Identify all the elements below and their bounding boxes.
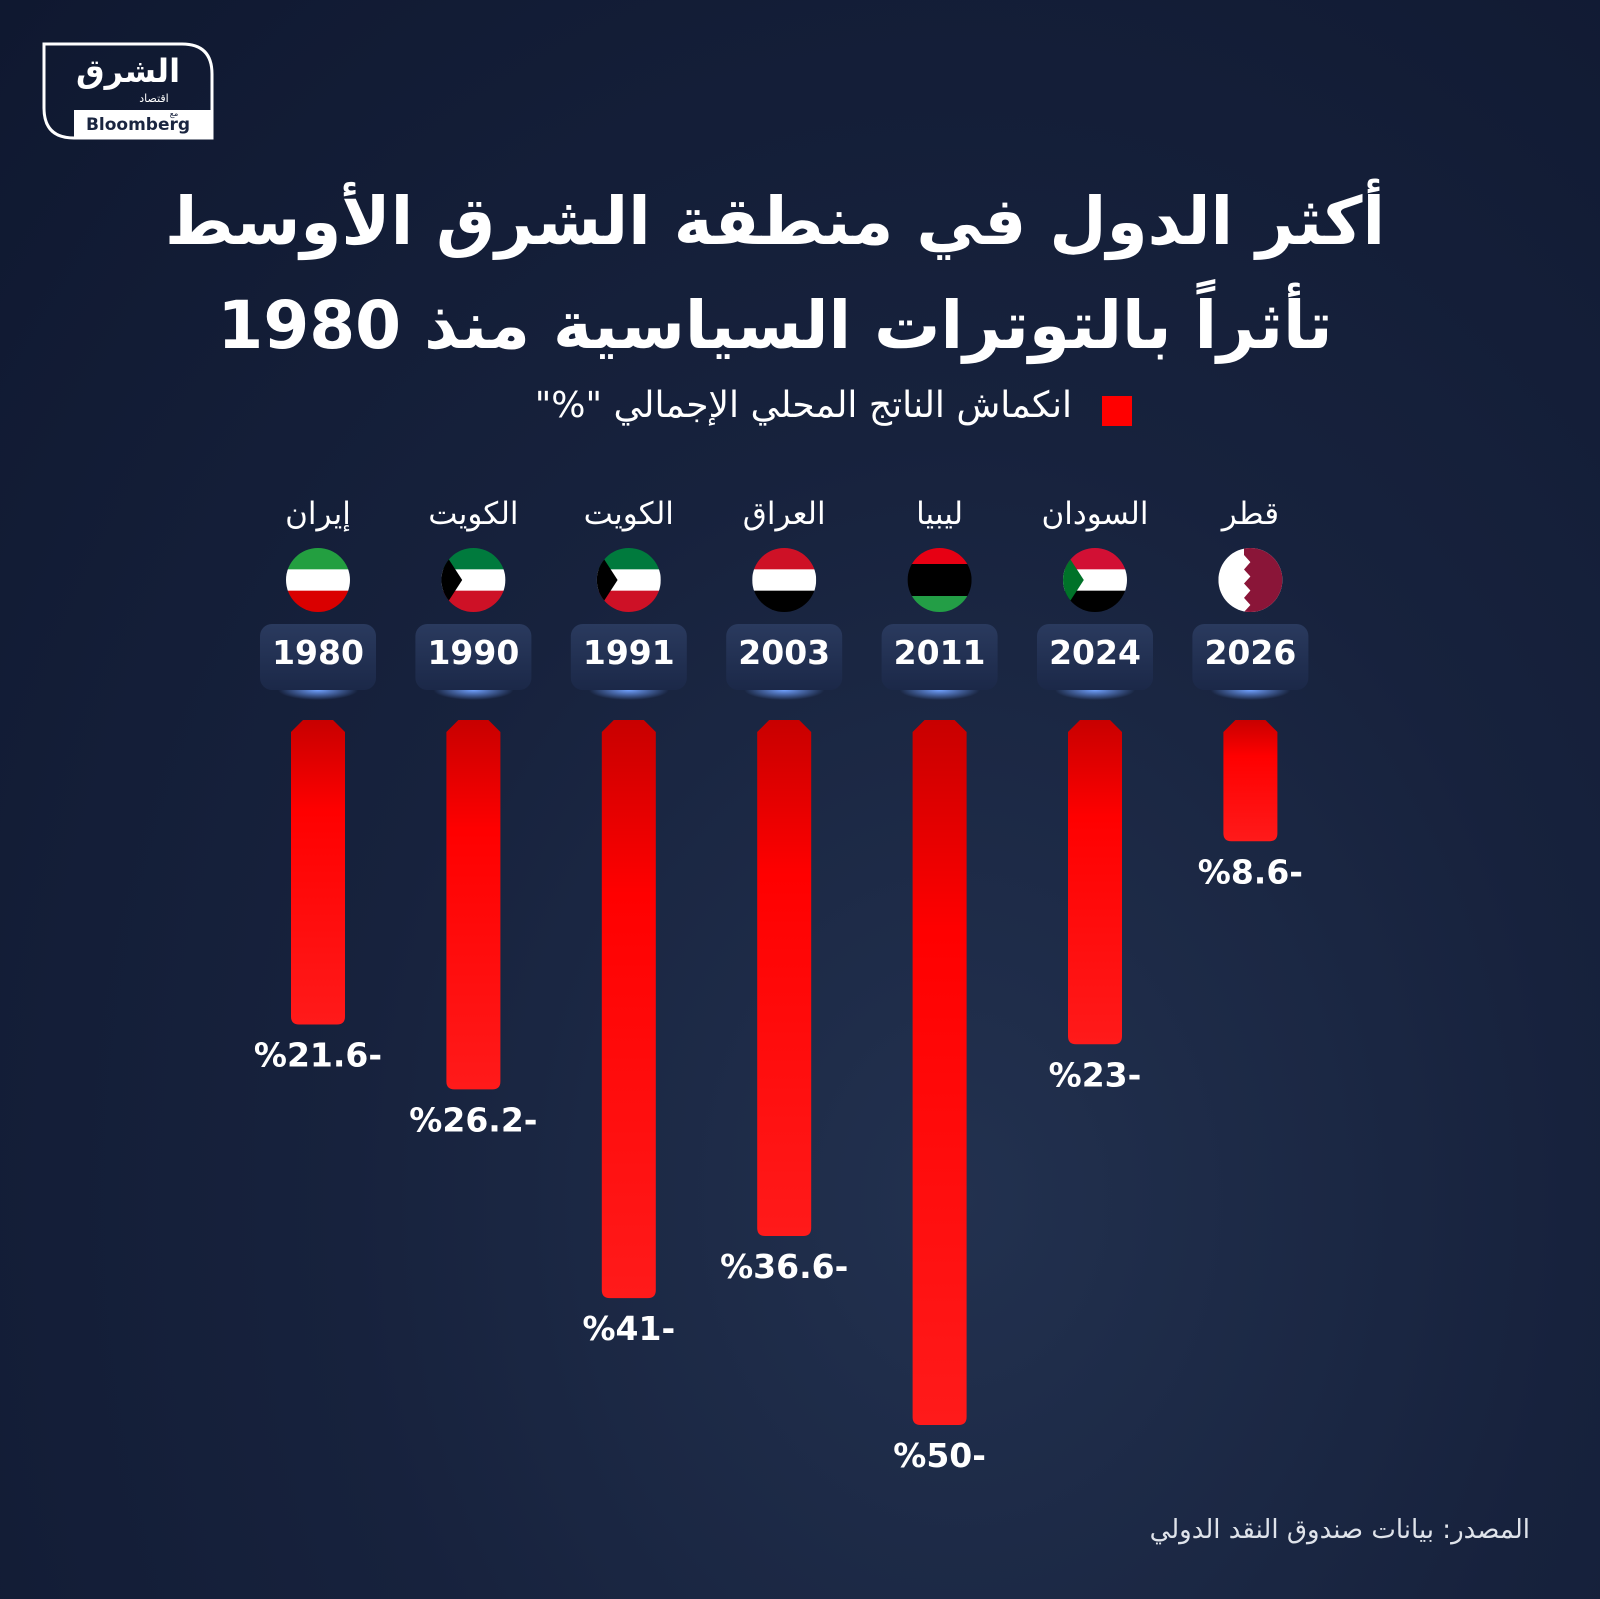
- flag: [1218, 548, 1283, 612]
- flag-stripe: [1063, 590, 1127, 612]
- flag-triangle: [1063, 548, 1084, 612]
- year-label: 2003: [738, 633, 830, 672]
- year-label: 2026: [1204, 633, 1296, 672]
- year-label: 1980: [272, 633, 364, 672]
- value-label: %21.6-: [254, 1036, 382, 1075]
- year-label: 2011: [894, 633, 986, 672]
- flag-stripe: [907, 548, 972, 565]
- flag-triangle: [596, 548, 618, 612]
- flag-stripe: [752, 548, 817, 570]
- flag-stripe: [441, 548, 506, 570]
- flag: [907, 548, 972, 612]
- logo-sub: اقتصاد: [139, 92, 168, 105]
- flag-stripe: [286, 548, 350, 570]
- value-label: %23-: [1049, 1055, 1142, 1094]
- flag: [596, 548, 661, 612]
- year-label: 1991: [583, 633, 675, 672]
- country-label: الكويت: [584, 496, 674, 532]
- year-badge: [1037, 624, 1153, 690]
- flag-stripe: [596, 548, 661, 570]
- bar: [446, 720, 501, 1090]
- flag-stripe: [1063, 548, 1127, 570]
- bar: [1068, 720, 1122, 1045]
- bar: [757, 720, 812, 1237]
- logo-partner: Bloomberg: [86, 115, 190, 135]
- value-label: %26.2-: [409, 1100, 537, 1139]
- year-badge: [260, 624, 376, 690]
- logo: الشرق اقتصاد مع Bloomberg: [42, 42, 214, 140]
- value-label: %50-: [893, 1436, 986, 1475]
- value-label: %8.6-: [1198, 852, 1303, 891]
- flag-stripe: [752, 569, 817, 592]
- flag-field: [1244, 548, 1283, 612]
- bar: [601, 720, 656, 1299]
- flag-stripe: [286, 590, 350, 612]
- chart-title: أكثر الدول في منطقة الشرق الأوسط تأثراً …: [164, 183, 1386, 364]
- flag: [286, 548, 350, 612]
- country-label: قطر: [1220, 496, 1279, 532]
- legend-label: انكماش الناتج المحلي الإجمالي "%": [534, 385, 1072, 426]
- bar: [1223, 720, 1278, 842]
- year-badge: [415, 624, 532, 690]
- country-label: الكويت: [428, 496, 518, 532]
- bar: [912, 720, 967, 1425]
- flag-stripe: [907, 564, 972, 597]
- flag: [752, 548, 817, 612]
- flag-stripe: [596, 590, 661, 612]
- flag-triangle: [441, 548, 463, 612]
- year-badge: [881, 624, 998, 690]
- country-label: ليبيا: [916, 496, 963, 532]
- year-badge: [570, 624, 687, 690]
- flag-stripe: [907, 596, 972, 612]
- flag: [441, 548, 506, 612]
- flag-stripe: [752, 590, 817, 612]
- bar: [291, 720, 345, 1025]
- value-label: %41-: [582, 1309, 675, 1348]
- source: المصدر: بيانات صندوق النقد الدولي: [1149, 1515, 1530, 1545]
- flag: [1063, 548, 1127, 612]
- year-label: 1990: [427, 633, 519, 672]
- logo-with: مع: [170, 109, 179, 118]
- year-label: 2024: [1049, 633, 1141, 672]
- legend-swatch: [1102, 396, 1132, 426]
- logo-name: الشرق: [76, 52, 180, 90]
- flag-stripe: [441, 590, 506, 612]
- country-label: إيران: [285, 496, 351, 532]
- logo-band: [74, 110, 212, 138]
- year-badge: [1192, 624, 1309, 690]
- flag-stripe: [286, 569, 350, 592]
- country-label: العراق: [743, 496, 826, 532]
- value-label: %36.6-: [720, 1247, 848, 1286]
- country-label: السودان: [1042, 496, 1149, 532]
- year-badge: [726, 624, 843, 690]
